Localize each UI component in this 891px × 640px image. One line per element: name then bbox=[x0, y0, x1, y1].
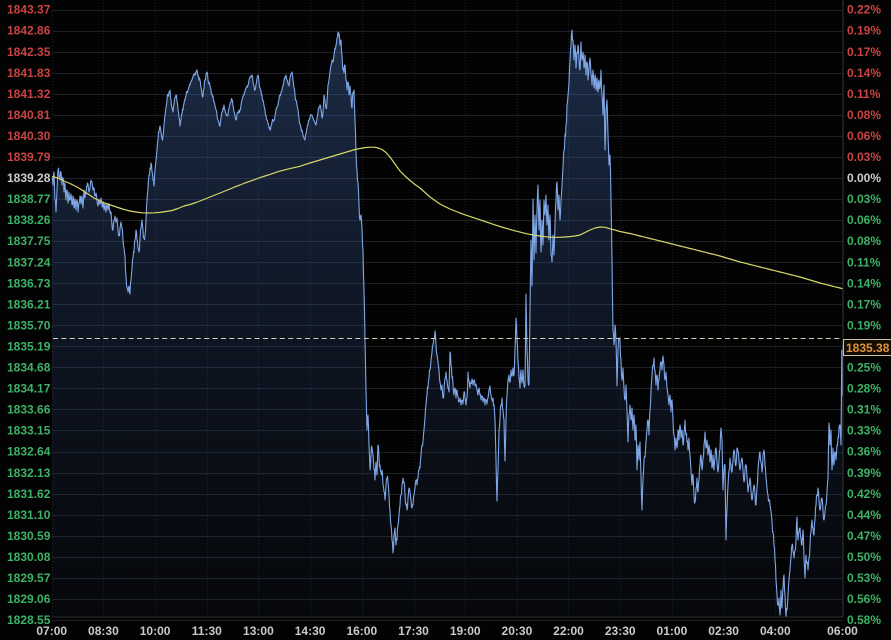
svg-text:0.22%: 0.22% bbox=[847, 3, 881, 17]
svg-text:0.17%: 0.17% bbox=[847, 297, 881, 311]
svg-text:0.00%: 0.00% bbox=[847, 171, 881, 185]
svg-text:16:00: 16:00 bbox=[346, 624, 377, 638]
svg-text:20:30: 20:30 bbox=[502, 624, 533, 638]
svg-text:14:30: 14:30 bbox=[295, 624, 326, 638]
svg-text:02:30: 02:30 bbox=[708, 624, 739, 638]
svg-text:0.03%: 0.03% bbox=[847, 150, 881, 164]
svg-text:1840.81: 1840.81 bbox=[7, 108, 51, 122]
svg-text:13:00: 13:00 bbox=[243, 624, 274, 638]
svg-text:0.42%: 0.42% bbox=[847, 487, 881, 501]
svg-text:0.08%: 0.08% bbox=[847, 108, 881, 122]
svg-text:0.47%: 0.47% bbox=[847, 529, 881, 543]
svg-text:1831.10: 1831.10 bbox=[7, 508, 51, 522]
svg-text:1831.62: 1831.62 bbox=[7, 487, 51, 501]
svg-text:04:00: 04:00 bbox=[760, 624, 791, 638]
svg-text:19:00: 19:00 bbox=[450, 624, 481, 638]
svg-text:1830.08: 1830.08 bbox=[7, 550, 51, 564]
svg-text:1842.35: 1842.35 bbox=[7, 45, 51, 59]
svg-text:1838.77: 1838.77 bbox=[7, 192, 51, 206]
svg-text:0.19%: 0.19% bbox=[847, 24, 881, 38]
svg-text:1841.83: 1841.83 bbox=[7, 66, 51, 80]
svg-text:0.53%: 0.53% bbox=[847, 571, 881, 585]
svg-text:0.06%: 0.06% bbox=[847, 213, 881, 227]
svg-text:08:30: 08:30 bbox=[88, 624, 119, 638]
svg-text:1837.24: 1837.24 bbox=[7, 255, 51, 269]
svg-text:1829.57: 1829.57 bbox=[7, 571, 51, 585]
svg-text:0.14%: 0.14% bbox=[847, 66, 881, 80]
svg-text:0.11%: 0.11% bbox=[847, 87, 881, 101]
svg-text:1838.26: 1838.26 bbox=[7, 213, 51, 227]
svg-text:0.36%: 0.36% bbox=[847, 445, 881, 459]
svg-text:0.08%: 0.08% bbox=[847, 234, 881, 248]
svg-text:17:30: 17:30 bbox=[398, 624, 429, 638]
svg-text:1829.06: 1829.06 bbox=[7, 592, 51, 606]
svg-text:1833.66: 1833.66 bbox=[7, 403, 51, 417]
svg-text:1830.59: 1830.59 bbox=[7, 529, 51, 543]
svg-text:1843.37: 1843.37 bbox=[7, 3, 51, 17]
svg-text:07:00: 07:00 bbox=[36, 624, 67, 638]
svg-text:0.44%: 0.44% bbox=[847, 508, 881, 522]
svg-text:1828.55: 1828.55 bbox=[7, 613, 51, 627]
svg-text:23:30: 23:30 bbox=[605, 624, 636, 638]
svg-text:0.11%: 0.11% bbox=[847, 255, 881, 269]
svg-text:11:30: 11:30 bbox=[192, 624, 222, 638]
svg-text:22:00: 22:00 bbox=[553, 624, 584, 638]
svg-text:1833.15: 1833.15 bbox=[7, 424, 51, 438]
svg-text:1836.21: 1836.21 bbox=[7, 297, 51, 311]
svg-text:01:00: 01:00 bbox=[657, 624, 688, 638]
svg-text:1842.86: 1842.86 bbox=[7, 24, 51, 38]
svg-text:1839.28: 1839.28 bbox=[7, 171, 51, 185]
svg-text:0.56%: 0.56% bbox=[847, 592, 881, 606]
svg-text:0.03%: 0.03% bbox=[847, 192, 881, 206]
svg-text:0.06%: 0.06% bbox=[847, 129, 881, 143]
svg-text:0.58%: 0.58% bbox=[847, 613, 881, 627]
svg-text:0.17%: 0.17% bbox=[847, 45, 881, 59]
svg-text:1835.38: 1835.38 bbox=[846, 341, 890, 355]
svg-text:0.14%: 0.14% bbox=[847, 276, 881, 290]
svg-text:0.33%: 0.33% bbox=[847, 424, 881, 438]
svg-text:0.25%: 0.25% bbox=[847, 361, 881, 375]
svg-text:1841.32: 1841.32 bbox=[7, 87, 51, 101]
svg-text:1839.79: 1839.79 bbox=[7, 150, 51, 164]
svg-text:1835.19: 1835.19 bbox=[7, 340, 51, 354]
svg-text:1832.64: 1832.64 bbox=[7, 445, 51, 459]
svg-text:1834.17: 1834.17 bbox=[7, 382, 51, 396]
svg-text:0.19%: 0.19% bbox=[847, 318, 881, 332]
svg-text:1835.70: 1835.70 bbox=[7, 318, 51, 332]
svg-text:1837.75: 1837.75 bbox=[7, 234, 51, 248]
svg-text:06:00: 06:00 bbox=[827, 624, 858, 638]
svg-text:1834.68: 1834.68 bbox=[7, 361, 51, 375]
svg-text:0.39%: 0.39% bbox=[847, 466, 881, 480]
svg-text:0.28%: 0.28% bbox=[847, 382, 881, 396]
svg-text:1840.30: 1840.30 bbox=[7, 129, 51, 143]
svg-text:0.31%: 0.31% bbox=[847, 403, 881, 417]
svg-text:0.50%: 0.50% bbox=[847, 550, 881, 564]
svg-text:10:00: 10:00 bbox=[140, 624, 171, 638]
svg-text:1832.13: 1832.13 bbox=[7, 466, 51, 480]
svg-text:1836.73: 1836.73 bbox=[7, 276, 51, 290]
